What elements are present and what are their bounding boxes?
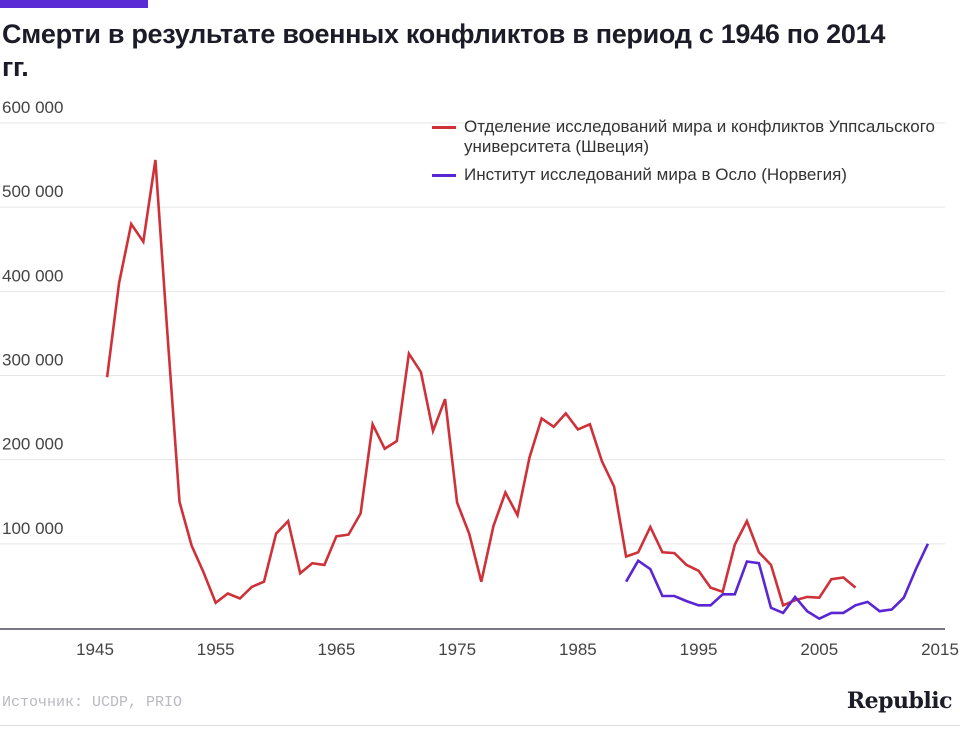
y-tick-label: 100 000 [2,519,63,538]
y-tick-label: 500 000 [2,182,63,201]
legend-label-prio: Институт исследований мира в Осло (Норве… [464,165,847,184]
source-note: Источник: UCDP, PRIO [2,694,183,711]
y-tick-label: 300 000 [2,351,63,370]
bottom-divider [0,725,960,726]
y-tick-label: 600 000 [2,98,63,117]
legend-swatch-ucdp [432,126,456,129]
x-tick-label: 1945 [76,640,114,659]
x-tick-label: 1985 [559,640,597,659]
series-line-ucdp [105,159,857,608]
x-tick-label: 1975 [438,640,476,659]
legend-item-prio: Институт исследований мира в Осло (Норве… [432,165,960,185]
legend-label-ucdp: Отделение исследований мира и конфликтов… [464,117,935,156]
legend-item-ucdp: Отделение исследований мира и конфликтов… [432,117,960,157]
legend: Отделение исследований мира и конфликтов… [432,117,960,193]
y-tick-label: 200 000 [2,435,63,454]
x-tick-label: 1965 [318,640,356,659]
chart-title: Смерти в результате военных конфликтов в… [2,19,886,82]
accent-bar [0,0,148,8]
republic-logo[interactable]: Republic [846,688,953,714]
x-tick-label: 1995 [680,640,718,659]
y-tick-label: 400 000 [2,266,63,285]
x-tick-label: 2005 [800,640,838,659]
x-tick-label: 1955 [197,640,235,659]
x-tick-label: 2015 [921,640,959,659]
legend-swatch-prio [432,174,456,177]
series-line-prio [624,543,930,621]
